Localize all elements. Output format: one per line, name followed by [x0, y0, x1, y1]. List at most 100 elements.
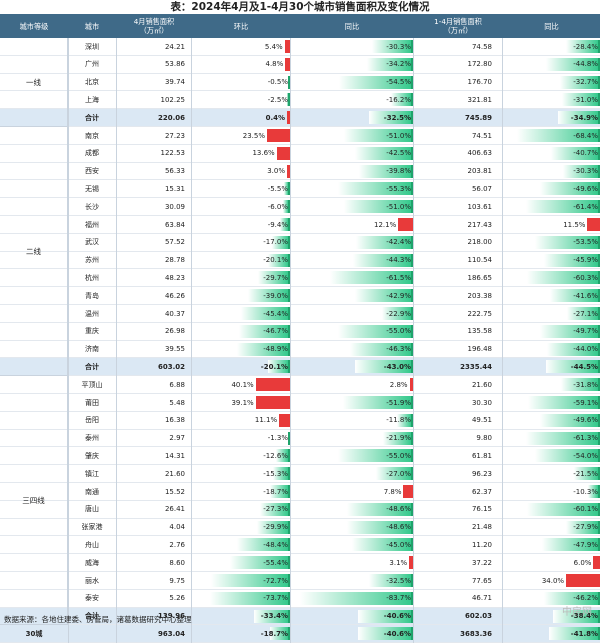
ytd_y-bar — [539, 324, 600, 338]
city-name: 青岛 — [85, 291, 99, 300]
city-name: 岳阳 — [85, 416, 99, 425]
mom-bar — [288, 75, 290, 89]
ytd_y-cell: -49.6% — [503, 180, 600, 197]
table-row: 镇江 21.60 -15.3% -27.0% 96.23 -21.5% — [0, 465, 600, 483]
area-ytd: 103.61 — [467, 202, 493, 211]
mom-cell: 4.8% — [192, 56, 290, 73]
ytd_y-value: -49.6% — [573, 416, 598, 425]
city-name: 北京 — [85, 78, 99, 87]
mom-value: -18.7% — [263, 487, 288, 496]
area-ytd: 21.48 — [471, 523, 492, 532]
mom-value: -39.0% — [263, 291, 288, 300]
area-apr: 39.55 — [164, 345, 185, 354]
ytd_y-bar — [573, 467, 600, 481]
mom-cell: -6.0% — [192, 198, 290, 215]
area-apr: 603.02 — [157, 362, 185, 371]
city-name: 广州 — [85, 60, 99, 69]
yoy-cell: -32.5% — [291, 572, 413, 589]
area-apr: 220.06 — [157, 113, 185, 122]
yoy-cell: -51.0% — [291, 127, 413, 144]
ytd_y-value: -60.3% — [573, 273, 598, 282]
ytd_y-bar — [587, 218, 600, 231]
table-row: 青岛 46.26 -39.0% -42.9% 203.38 -41.6% — [0, 287, 600, 305]
mom-cell: -27.3% — [192, 501, 290, 518]
city-name: 武汉 — [85, 238, 99, 247]
table-row: 威海 8.60 -55.4% 3.1% 37.22 6.0% — [0, 554, 600, 572]
yoy-value: 2.8% — [389, 380, 408, 389]
watermark: 中房网 — [562, 607, 592, 618]
mom-cell: 0.4% — [192, 109, 290, 126]
area-apr: 27.23 — [164, 131, 185, 140]
yoy-value: -21.9% — [386, 434, 411, 443]
mom-cell: 11.1% — [192, 412, 290, 429]
area-apr: 2.76 — [169, 540, 185, 549]
ytd_y-value: -27.1% — [573, 309, 598, 318]
mom-value: -73.7% — [263, 594, 288, 603]
area-apr: 48.23 — [164, 273, 185, 282]
ytd_y-bar — [562, 93, 600, 107]
mom-value: -5.5% — [267, 184, 288, 193]
table-title: 表：2024年4月及1-4月30个城市销售面积及变化情况 — [170, 1, 430, 13]
ytd_y-value: -49.7% — [573, 327, 598, 336]
yoy-cell: -42.5% — [291, 145, 413, 162]
yoy-bar — [398, 218, 413, 231]
city-name: 舟山 — [85, 540, 99, 549]
area-apr: 53.86 — [164, 60, 185, 69]
yoy-cell: -51.0% — [291, 198, 413, 215]
table-row: 唐山 26.41 -27.3% -48.6% 76.15 -60.1% — [0, 501, 600, 519]
mom-cell: 23.5% — [192, 127, 290, 144]
yoy-cell: 7.8% — [291, 483, 413, 500]
header-tier: 城市等级 — [19, 21, 49, 31]
city-name: 成都 — [85, 149, 99, 158]
area-apr: 9.75 — [169, 576, 185, 585]
ytd_y-bar — [563, 164, 600, 178]
table-row: 重庆 26.98 -46.7% -55.0% 135.58 -49.7% — [0, 323, 600, 341]
ytd_y-value: 34.0% — [541, 576, 565, 585]
ytd_y-cell: 6.0% — [503, 554, 600, 571]
area-ytd: 74.58 — [471, 42, 492, 51]
city-name: 西安 — [85, 167, 99, 176]
yoy-cell: -42.4% — [291, 234, 413, 251]
mom-bar — [255, 396, 290, 409]
city-name: 泰州 — [85, 434, 99, 443]
yoy-value: -55.0% — [386, 327, 411, 336]
yoy-cell: -51.9% — [291, 394, 413, 411]
table-row: 舟山 2.76 -48.4% -45.0% 11.20 -47.9% — [0, 536, 600, 555]
yoy-cell: -45.0% — [291, 536, 413, 553]
ytd_y-cell: -54.0% — [503, 447, 600, 464]
mom-bar — [276, 146, 290, 160]
header-area-apr: 4月销售面积 （万㎡） — [133, 17, 175, 35]
mom-bar — [236, 342, 290, 356]
mom-value: -72.7% — [263, 576, 288, 585]
yoy-bar — [357, 609, 413, 623]
total-row: 30城 963.04 -18.7% -40.6% 3683.36 -41.8% — [0, 625, 600, 643]
ytd_y-bar — [561, 378, 600, 392]
area-ytd: 49.51 — [471, 416, 492, 425]
yoy-cell: -46.3% — [291, 341, 413, 358]
ytd_y-cell: -31.0% — [503, 91, 600, 108]
mom-bar — [257, 520, 290, 534]
yoy-value: -43.0% — [383, 362, 411, 371]
ytd_y-bar — [525, 431, 600, 445]
ytd_y-bar — [525, 200, 600, 214]
mom-bar — [209, 591, 290, 605]
ytd_y-cell: -27.9% — [503, 519, 600, 536]
area-ytd: 222.75 — [467, 309, 493, 318]
mom-bar — [287, 93, 290, 107]
ytd_y-bar — [557, 111, 600, 125]
mom-value: -0.5% — [267, 78, 288, 87]
yoy-value: -48.6% — [386, 505, 411, 514]
ytd_y-cell: -21.5% — [503, 465, 600, 482]
ytd_y-cell: 34.0% — [503, 572, 600, 589]
mom-bar — [240, 307, 290, 320]
ytd_y-cell: -41.6% — [503, 287, 600, 304]
yoy-cell: -55.0% — [291, 323, 413, 340]
ytd_y-value: -32.7% — [573, 78, 598, 87]
ytd_y-value: -44.5% — [570, 362, 598, 371]
mom-bar — [239, 324, 290, 338]
ytd_y-cell: -41.8% — [503, 625, 600, 642]
yoy-bar — [359, 164, 413, 178]
yoy-bar — [355, 146, 413, 160]
area-ytd: 46.71 — [471, 594, 492, 603]
mom-cell: -73.7% — [192, 590, 290, 607]
